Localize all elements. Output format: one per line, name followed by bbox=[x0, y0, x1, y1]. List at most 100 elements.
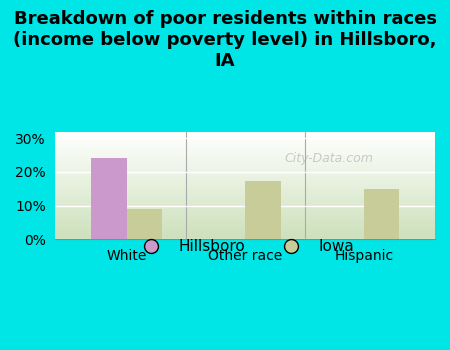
Bar bbox=[55, 193, 435, 194]
Text: City-Data.com: City-Data.com bbox=[284, 152, 373, 165]
Bar bbox=[55, 162, 435, 163]
Bar bbox=[55, 147, 435, 148]
Bar bbox=[55, 154, 435, 155]
Bar bbox=[55, 138, 435, 139]
Bar bbox=[55, 238, 435, 239]
Bar bbox=[55, 178, 435, 179]
Bar bbox=[55, 141, 435, 142]
Bar bbox=[55, 211, 435, 212]
Bar bbox=[55, 224, 435, 225]
Bar bbox=[55, 173, 435, 174]
Bar bbox=[55, 197, 435, 198]
Bar bbox=[55, 226, 435, 227]
Bar bbox=[55, 159, 435, 160]
Bar bbox=[55, 150, 435, 151]
Bar bbox=[55, 161, 435, 162]
Bar bbox=[55, 209, 435, 210]
Bar bbox=[55, 146, 435, 147]
Bar bbox=[55, 137, 435, 138]
Bar bbox=[55, 217, 435, 218]
Bar bbox=[55, 135, 435, 136]
Text: Breakdown of poor residents within races
(income below poverty level) in Hillsbo: Breakdown of poor residents within races… bbox=[13, 10, 437, 70]
Bar bbox=[55, 190, 435, 191]
Bar bbox=[55, 186, 435, 187]
Bar bbox=[55, 134, 435, 135]
Bar bbox=[55, 136, 435, 137]
Bar bbox=[55, 182, 435, 183]
Bar bbox=[126, 209, 162, 239]
Bar bbox=[55, 177, 435, 178]
Bar bbox=[55, 221, 435, 222]
Bar bbox=[55, 163, 435, 164]
Bar bbox=[55, 133, 435, 134]
Bar bbox=[55, 219, 435, 220]
Bar bbox=[55, 196, 435, 197]
Bar bbox=[55, 167, 435, 168]
Bar bbox=[55, 199, 435, 200]
Legend: Hillsboro, Iowa: Hillsboro, Iowa bbox=[128, 231, 362, 262]
Bar bbox=[55, 148, 435, 149]
Bar bbox=[55, 194, 435, 195]
Bar bbox=[55, 166, 435, 167]
Bar bbox=[55, 180, 435, 181]
Bar bbox=[55, 227, 435, 228]
Bar bbox=[55, 139, 435, 140]
Bar bbox=[55, 140, 435, 141]
Bar bbox=[55, 132, 435, 133]
Bar bbox=[55, 149, 435, 150]
Bar bbox=[55, 237, 435, 238]
Bar bbox=[55, 208, 435, 209]
Bar bbox=[55, 179, 435, 180]
Bar bbox=[55, 203, 435, 204]
Bar bbox=[55, 232, 435, 233]
Bar bbox=[55, 181, 435, 182]
Bar bbox=[55, 164, 435, 165]
Bar bbox=[55, 169, 435, 170]
Bar bbox=[55, 195, 435, 196]
Bar bbox=[55, 172, 435, 173]
Bar bbox=[55, 216, 435, 217]
Bar bbox=[55, 170, 435, 171]
Bar bbox=[55, 145, 435, 146]
Bar bbox=[55, 175, 435, 176]
Bar bbox=[55, 218, 435, 219]
Bar bbox=[55, 233, 435, 234]
Bar bbox=[55, 156, 435, 157]
Bar bbox=[55, 174, 435, 175]
Bar bbox=[55, 185, 435, 186]
Bar bbox=[55, 230, 435, 231]
Bar bbox=[55, 151, 435, 152]
Bar bbox=[55, 184, 435, 185]
Bar bbox=[55, 235, 435, 236]
Bar bbox=[55, 168, 435, 169]
Bar bbox=[55, 222, 435, 223]
Bar bbox=[55, 160, 435, 161]
Bar bbox=[55, 205, 435, 206]
Bar bbox=[55, 234, 435, 235]
Bar bbox=[55, 155, 435, 156]
Bar bbox=[364, 189, 400, 239]
Bar bbox=[55, 206, 435, 207]
Bar bbox=[55, 231, 435, 232]
Bar bbox=[55, 198, 435, 199]
Bar bbox=[55, 201, 435, 202]
Bar bbox=[55, 220, 435, 221]
Bar bbox=[55, 157, 435, 158]
Bar bbox=[55, 165, 435, 166]
Bar bbox=[55, 225, 435, 226]
Bar bbox=[55, 200, 435, 201]
Bar bbox=[55, 210, 435, 211]
Bar bbox=[55, 204, 435, 205]
Bar bbox=[55, 212, 435, 213]
Bar bbox=[55, 214, 435, 215]
Bar bbox=[55, 142, 435, 143]
Bar bbox=[55, 188, 435, 189]
Bar bbox=[55, 176, 435, 177]
Bar bbox=[55, 191, 435, 192]
Bar bbox=[55, 223, 435, 224]
Bar bbox=[55, 228, 435, 229]
Bar bbox=[55, 202, 435, 203]
Bar bbox=[55, 215, 435, 216]
Bar bbox=[245, 181, 281, 239]
Bar bbox=[91, 158, 126, 239]
